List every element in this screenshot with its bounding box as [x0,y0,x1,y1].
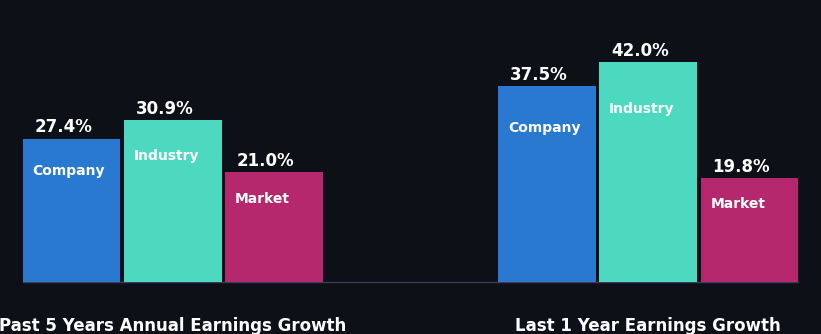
Bar [498,86,595,282]
Bar [124,120,222,282]
Bar [599,62,697,282]
Text: 21.0%: 21.0% [237,152,295,170]
Text: Market: Market [235,192,290,206]
Text: Market: Market [710,197,765,211]
Text: Company: Company [508,121,580,135]
Text: Last 1 Year Earnings Growth: Last 1 Year Earnings Growth [516,317,781,334]
Text: 27.4%: 27.4% [34,119,93,137]
Text: 37.5%: 37.5% [510,66,567,84]
Text: Past 5 Years Annual Earnings Growth: Past 5 Years Annual Earnings Growth [0,317,346,334]
Text: Industry: Industry [609,102,675,116]
Bar [701,178,798,282]
Text: 19.8%: 19.8% [713,158,770,176]
Text: 30.9%: 30.9% [135,100,194,118]
Bar [226,172,323,282]
Text: Company: Company [33,164,105,178]
Bar [23,139,120,282]
Text: Industry: Industry [134,149,200,163]
Text: 42.0%: 42.0% [611,42,669,60]
